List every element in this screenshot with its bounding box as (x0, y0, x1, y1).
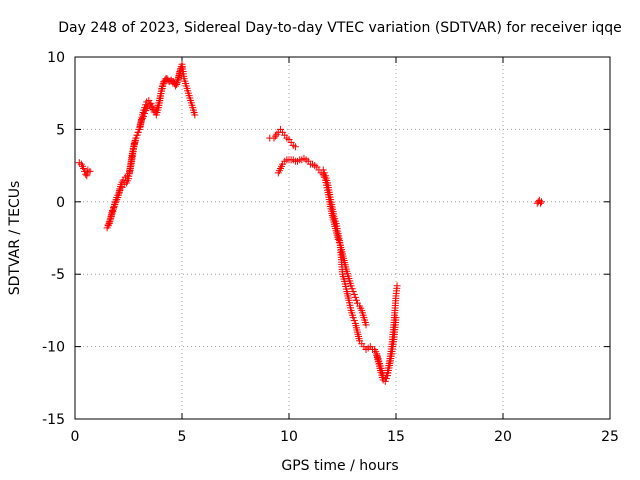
data-point (147, 99, 155, 107)
data-point-interp (142, 101, 150, 109)
x-axis-ticks: 0 5 10 15 20 25 (71, 57, 619, 445)
x-tick-label: 0 (71, 429, 80, 445)
data-point (319, 166, 327, 174)
x-tick-label: 5 (178, 429, 187, 445)
data-point-interp (348, 285, 356, 293)
data-point-interp (110, 204, 118, 212)
data-point-interp (350, 290, 358, 298)
data-point-interp (105, 218, 113, 226)
chart-title: Day 248 of 2023, Sidereal Day-to-day VTE… (58, 20, 622, 36)
data-point (349, 314, 357, 322)
data-series (75, 60, 546, 385)
plot-frame (74, 56, 611, 420)
data-point (538, 198, 546, 206)
data-point (177, 65, 185, 73)
data-point-interp (352, 296, 360, 304)
x-tick-label: 20 (494, 429, 512, 445)
data-point (108, 206, 116, 214)
data-point (351, 293, 359, 301)
y-tick-label: 0 (56, 195, 65, 211)
data-point (191, 111, 199, 119)
data-point (291, 143, 299, 151)
data-point (141, 104, 149, 112)
data-point (178, 63, 186, 71)
data-point (134, 128, 142, 136)
data-point (104, 221, 112, 229)
grid-lines (75, 57, 610, 419)
data-point (536, 199, 544, 207)
data-point (362, 321, 370, 329)
y-axis-label: SDTVAR / TECUs (7, 181, 23, 296)
data-point (349, 288, 357, 296)
data-point (80, 164, 88, 172)
data-point-interp (382, 374, 390, 382)
y-tick-label: -5 (51, 267, 65, 283)
data-point-interp (135, 125, 143, 133)
data-point-interp (320, 169, 328, 177)
data-point (393, 282, 401, 290)
data-point-interp (133, 131, 141, 139)
data-point (83, 172, 91, 180)
y-axis-ticks: -15 -10 -5 0 5 10 (42, 50, 610, 428)
x-tick-label: 15 (387, 429, 405, 445)
x-tick-label: 25 (601, 429, 619, 445)
y-tick-label: -15 (42, 412, 65, 428)
data-point (132, 134, 140, 142)
data-point (381, 377, 389, 385)
data-point (82, 170, 90, 178)
data-point-interp (350, 317, 358, 325)
data-point (86, 167, 94, 175)
data-point-interp (148, 102, 156, 110)
data-point (172, 82, 180, 90)
data-point (392, 314, 400, 322)
y-tick-label: 10 (47, 50, 65, 66)
y-tick-label: 5 (56, 122, 65, 138)
x-axis-label: GPS time / hours (281, 458, 398, 474)
y-tick-label: -10 (42, 340, 65, 356)
x-tick-label: 10 (280, 429, 298, 445)
data-point (347, 282, 355, 290)
